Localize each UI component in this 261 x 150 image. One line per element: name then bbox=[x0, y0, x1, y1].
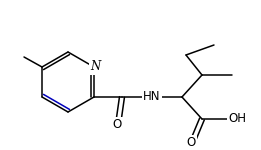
Text: OH: OH bbox=[228, 112, 246, 126]
Text: O: O bbox=[112, 118, 122, 132]
Text: HN: HN bbox=[143, 90, 161, 102]
Text: N: N bbox=[90, 60, 100, 74]
Text: O: O bbox=[186, 136, 195, 150]
